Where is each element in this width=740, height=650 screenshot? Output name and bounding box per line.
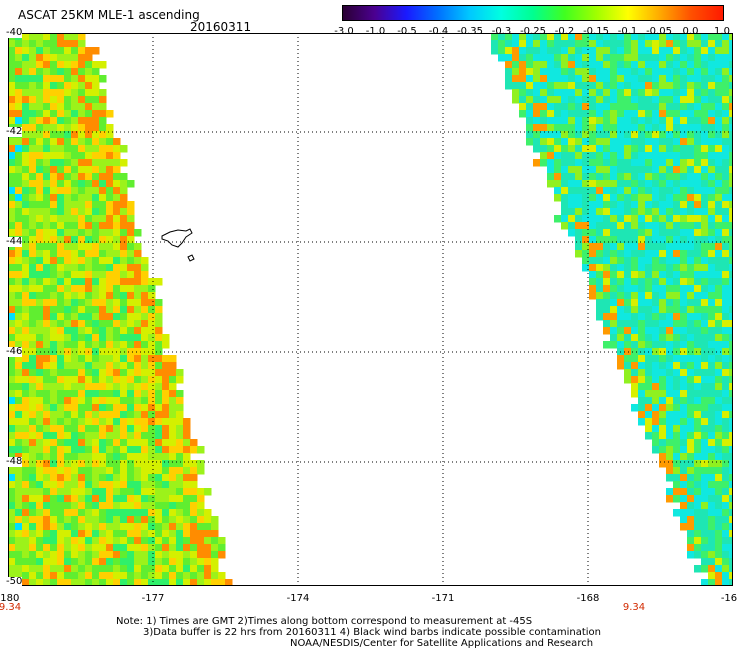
note-line-3: NOAA/NESDIS/Center for Satellite Applica… [290,638,594,649]
longitude-label: -16 [720,593,738,604]
longitude-label: -171 [431,593,455,604]
colorbar-tick-label: -0.05 [646,26,672,37]
time-label: 9.34 [0,602,22,613]
colorbar-tick-label: -0.35 [457,26,483,37]
note-line-2: 3)Data buffer is 22 hrs from 20160311 4)… [143,627,601,638]
colorbar-tick-label: -1.0 [365,26,386,37]
latitude-label: -48 [6,456,23,467]
grid-lines [8,33,733,586]
colorbar-tick-label: -3.0 [334,26,354,37]
swath-cells [8,33,733,586]
colorbar-tick-label: -0.5 [397,26,417,37]
longitude-label: -174 [286,593,310,604]
chatham-islands-outline [161,228,195,262]
product-date: 20160311 [190,20,252,34]
longitude-label: -180 [0,593,20,604]
colorbar-tick-label: -0.25 [520,26,546,37]
colorbar-tick-label: 0.0 [682,26,699,37]
note-line-1: Note: 1) Times are GMT 2)Times along bot… [116,616,533,627]
colorbar-tick-label: -0.15 [583,26,609,37]
colorbar [342,5,724,21]
colorbar-tick-label: -0.4 [428,26,449,37]
latitude-label: -50 [6,576,23,587]
colorbar-tick-label: -0.2 [554,26,575,37]
latitude-label: -44 [6,236,23,247]
latitude-label: -40 [6,27,23,38]
product-title: ASCAT 25KM MLE-1 ascending [18,8,200,22]
colorbar-tick-label: -0.1 [617,26,638,37]
colorbar-tick-label: 1.0 [714,26,730,37]
latitude-label: -42 [6,126,23,137]
time-label: 9.34 [622,602,646,613]
latitude-label: -46 [6,346,23,357]
swath-map [8,33,733,586]
longitude-label: -168 [576,593,600,604]
colorbar-tick-label: -0.3 [491,26,512,37]
longitude-label: -177 [141,593,165,604]
